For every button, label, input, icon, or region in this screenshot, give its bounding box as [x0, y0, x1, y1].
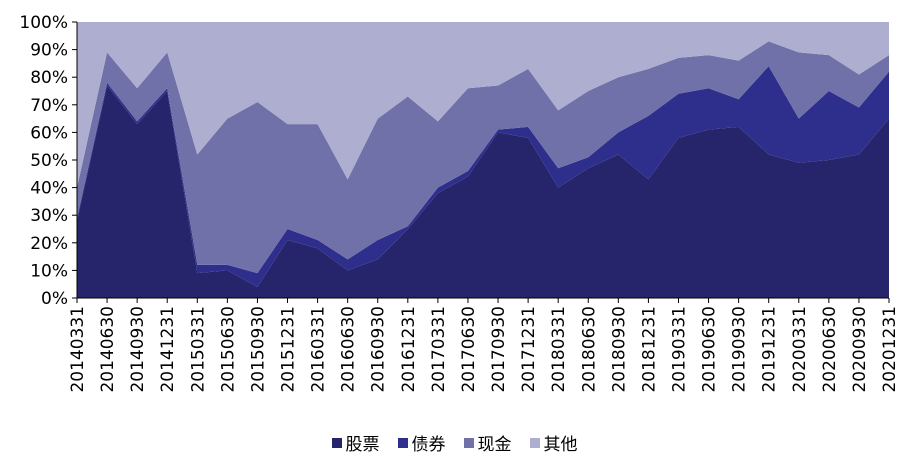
- x-tick-label: 20160630: [339, 306, 359, 393]
- y-tick-label: 60%: [30, 123, 68, 143]
- x-tick-label: 20171231: [519, 306, 539, 393]
- x-tick-label: 20190331: [669, 306, 689, 393]
- x-tick-label: 20150331: [188, 306, 208, 393]
- legend-label: 其他: [543, 435, 578, 455]
- legend-swatch: [397, 437, 408, 448]
- x-tick-label: 20151231: [279, 306, 299, 393]
- y-tick-label: 30%: [30, 206, 68, 226]
- x-tick-label: 20190930: [730, 306, 750, 393]
- legend-label: 股票: [345, 435, 380, 455]
- y-tick-label: 70%: [30, 96, 68, 116]
- x-tick-label: 20160930: [369, 306, 389, 393]
- legend-item: 债券: [397, 430, 446, 455]
- legend-item: 现金: [463, 430, 512, 455]
- y-tick-label: 80%: [30, 68, 68, 88]
- area-layers: [77, 22, 889, 298]
- x-tick-label: 20180930: [609, 306, 629, 393]
- x-axis: 20140331 20140630 20140930 20141231 20150331…: [68, 297, 900, 393]
- y-tick-label: 40%: [30, 179, 68, 199]
- y-tick-label: 100%: [19, 13, 68, 33]
- y-tick-label: 20%: [30, 234, 68, 254]
- legend-swatch: [331, 437, 342, 448]
- x-tick-label: 20200630: [820, 306, 840, 393]
- x-tick-label: 20161231: [399, 306, 419, 393]
- x-tick-label: 20200331: [790, 306, 810, 393]
- x-tick-label: 20170630: [459, 306, 479, 393]
- x-tick-label: 20140331: [68, 306, 88, 393]
- y-tick-label: 0%: [41, 289, 68, 309]
- legend-item: 其他: [529, 430, 578, 455]
- x-tick-label: 20180630: [579, 306, 599, 393]
- x-tick-label: 20201231: [880, 306, 900, 393]
- x-tick-label: 20140630: [98, 306, 118, 393]
- x-tick-label: 20181231: [639, 306, 659, 393]
- stacked-area-chart: 0% 10% 20% 30% 40% 50% 60% 70% 80% 90% 100% 201403…: [19, 13, 900, 393]
- y-axis: 0% 10% 20% 30% 40% 50% 60% 70% 80% 90% 100%: [19, 13, 78, 309]
- area-series-0: [77, 85, 889, 298]
- legend-swatch: [463, 437, 474, 448]
- x-tick-label: 20170930: [489, 306, 509, 393]
- legend-label: 现金: [477, 435, 512, 455]
- x-tick-label: 20140930: [128, 306, 148, 393]
- legend-label: 债券: [411, 435, 446, 455]
- area-series-2: [77, 41, 889, 274]
- y-tick-label: 50%: [30, 151, 68, 171]
- legend: 股票 债券 现金 其他: [0, 430, 909, 455]
- area-series-1: [77, 66, 889, 287]
- x-tick-label: 20150630: [218, 306, 238, 393]
- legend-item: 股票: [331, 430, 380, 455]
- x-tick-label: 20180331: [549, 306, 569, 393]
- x-tick-label: 20170331: [429, 306, 449, 393]
- area-series-3: [77, 22, 889, 188]
- y-tick-label: 10%: [30, 261, 68, 281]
- x-tick-label: 20150930: [248, 306, 268, 393]
- x-tick-label: 20141231: [158, 306, 178, 393]
- x-tick-label: 20200930: [850, 306, 870, 393]
- y-tick-label: 90%: [30, 41, 68, 61]
- x-tick-label: 20191231: [760, 306, 780, 393]
- x-tick-label: 20190630: [700, 306, 720, 393]
- legend-swatch: [529, 437, 540, 448]
- x-tick-label: 20160331: [309, 306, 329, 393]
